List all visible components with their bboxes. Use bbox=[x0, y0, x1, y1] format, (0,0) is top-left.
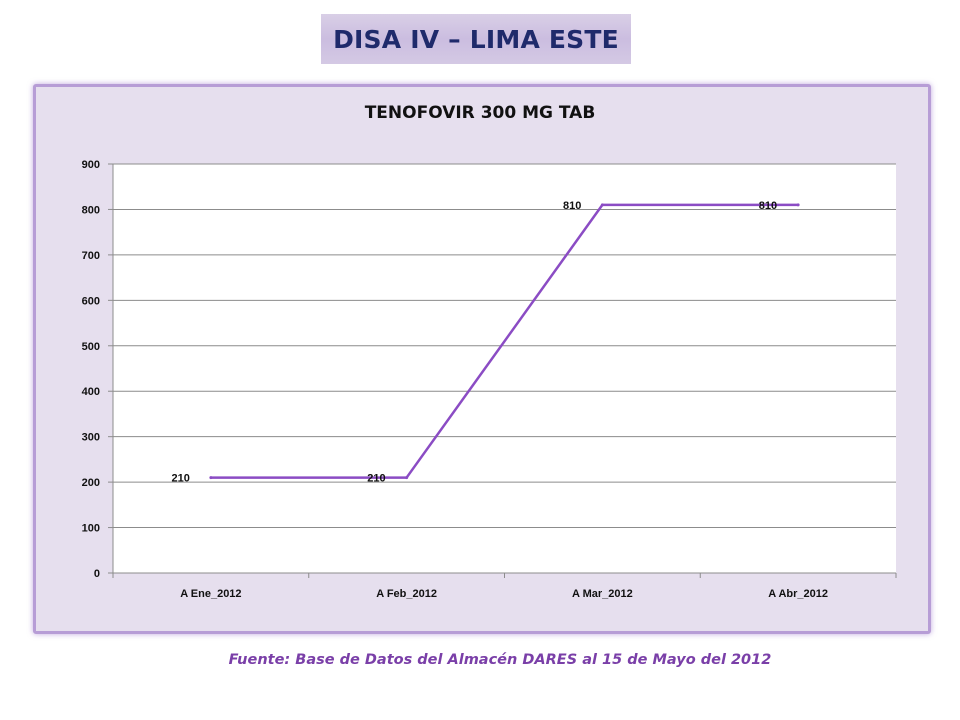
plot-area bbox=[113, 164, 896, 573]
page-title: DISA IV – LIMA ESTE bbox=[333, 24, 619, 54]
chart-title: TENOFOVIR 300 MG TAB bbox=[365, 103, 596, 123]
data-label: 210 bbox=[172, 473, 190, 485]
data-point bbox=[600, 203, 604, 207]
chart-axes bbox=[108, 163, 897, 578]
source-note: Fuente: Base de Datos del Almacén DARES … bbox=[228, 652, 772, 668]
y-tick-label: 100 bbox=[82, 523, 100, 535]
chart-series bbox=[209, 203, 800, 480]
chart-gridlines bbox=[113, 163, 896, 573]
data-point bbox=[209, 476, 213, 480]
y-tick-label: 500 bbox=[82, 341, 100, 353]
x-tick-label: A Feb_2012 bbox=[376, 588, 437, 600]
x-tick-label: A Ene_2012 bbox=[180, 588, 241, 600]
chart-data-labels: 210 210 810 810 bbox=[172, 200, 778, 485]
y-tick-label: 200 bbox=[82, 477, 100, 489]
y-tick-label: 300 bbox=[82, 432, 100, 444]
data-label: 210 bbox=[367, 473, 385, 485]
chart-tick-labels: 0 100 200 300 400 500 600 700 800 900 A Ene_2012 A … bbox=[82, 159, 828, 600]
x-tick-label: A Mar_2012 bbox=[572, 588, 633, 600]
y-tick-label: 800 bbox=[82, 204, 100, 216]
data-label: 810 bbox=[563, 200, 581, 212]
data-point bbox=[405, 476, 409, 480]
y-tick-label: 0 bbox=[94, 568, 100, 580]
series-line bbox=[210, 203, 799, 479]
header-banner: DISA IV – LIMA ESTE bbox=[321, 14, 631, 64]
y-tick-label: 900 bbox=[82, 159, 100, 171]
data-label: 810 bbox=[759, 200, 777, 212]
data-point bbox=[796, 203, 800, 207]
x-tick-label: A Abr_2012 bbox=[768, 588, 828, 600]
y-tick-label: 400 bbox=[82, 386, 100, 398]
y-tick-label: 600 bbox=[82, 295, 100, 307]
y-tick-label: 700 bbox=[82, 250, 100, 262]
